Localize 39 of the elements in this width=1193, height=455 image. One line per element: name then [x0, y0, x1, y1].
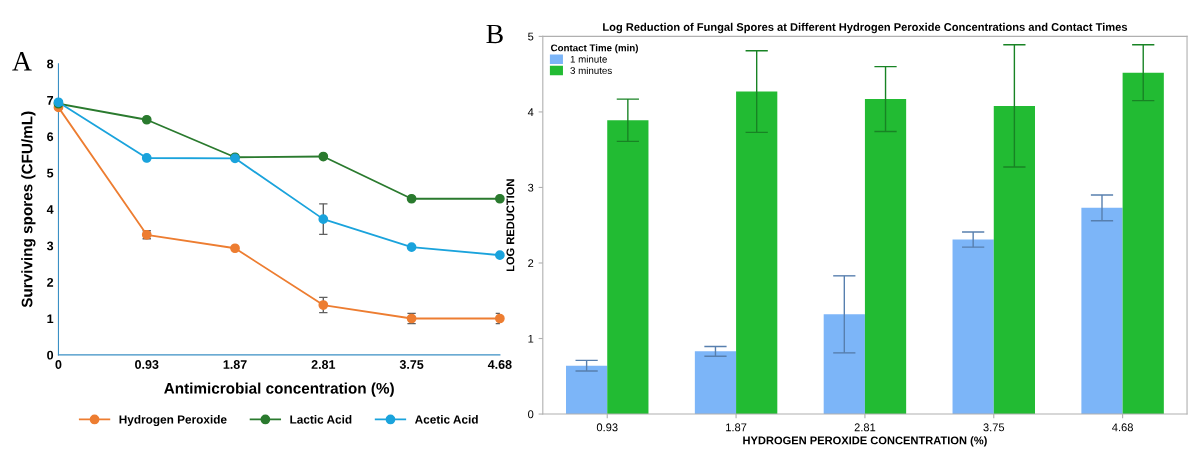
x-tick-label: 0.93 — [135, 360, 159, 369]
text: A — [12, 52, 32, 71]
y-tick-label: 8 — [47, 59, 54, 69]
x-tick-label: 0.93 — [596, 423, 618, 432]
y-tick-label: 1 — [528, 334, 534, 343]
legend-label: Acetic Acid — [414, 415, 478, 424]
text: B — [486, 24, 503, 44]
legend-label: 1 minute — [570, 55, 607, 63]
x-tick-label: 3.75 — [399, 360, 424, 369]
x-tick-label: 4.68 — [1112, 423, 1133, 432]
y-tick-label: 2 — [47, 277, 54, 287]
y-tick-label: 5 — [47, 168, 54, 178]
y-tick-label: 0 — [528, 410, 534, 419]
x-axis-title: HYDROGEN PEROXIDE CONCENTRATION (%) — [743, 436, 987, 447]
x-tick-label: 1.87 — [223, 360, 247, 369]
y-tick-label: 1 — [47, 314, 54, 324]
y-tick-label: 3 — [46, 241, 54, 251]
legend-title: Contact Time (min) — [550, 44, 638, 54]
y-tick-label: 3 — [528, 183, 534, 192]
legend-label: 3 minutes — [570, 66, 612, 75]
x-tick-label: 4.68 — [487, 360, 512, 369]
x-tick-label: 0 — [55, 360, 62, 369]
x-axis-title: Antimicrobial concentration (%) — [164, 382, 394, 397]
y-tick-label: 4 — [46, 205, 54, 214]
legend-label: Hydrogen Peroxide — [119, 415, 227, 427]
y-tick-label: 5 — [528, 32, 534, 41]
x-tick-label: 3.75 — [983, 423, 1005, 432]
y-tick-label: 7 — [47, 96, 54, 105]
y-tick-label: 6 — [47, 132, 54, 142]
legend-label: Lactic Acid — [290, 415, 352, 424]
x-tick-label: 2.81 — [311, 360, 336, 369]
y-tick-label: 0 — [47, 350, 54, 360]
x-tick-label: 1.87 — [726, 423, 747, 432]
chart-title: Log Reduction of Fungal Spores at Different Hydrogen Peroxide Concentrations and Contact Times — [603, 22, 1128, 34]
y-tick-label: 2 — [528, 259, 534, 268]
x-tick-label: 2.81 — [854, 423, 876, 432]
y-tick-label: 4 — [527, 108, 534, 116]
y-axis-title: Surviving spores (CFU/mL) — [21, 111, 36, 308]
y-axis-title: LOG REDUCTION — [506, 179, 515, 272]
